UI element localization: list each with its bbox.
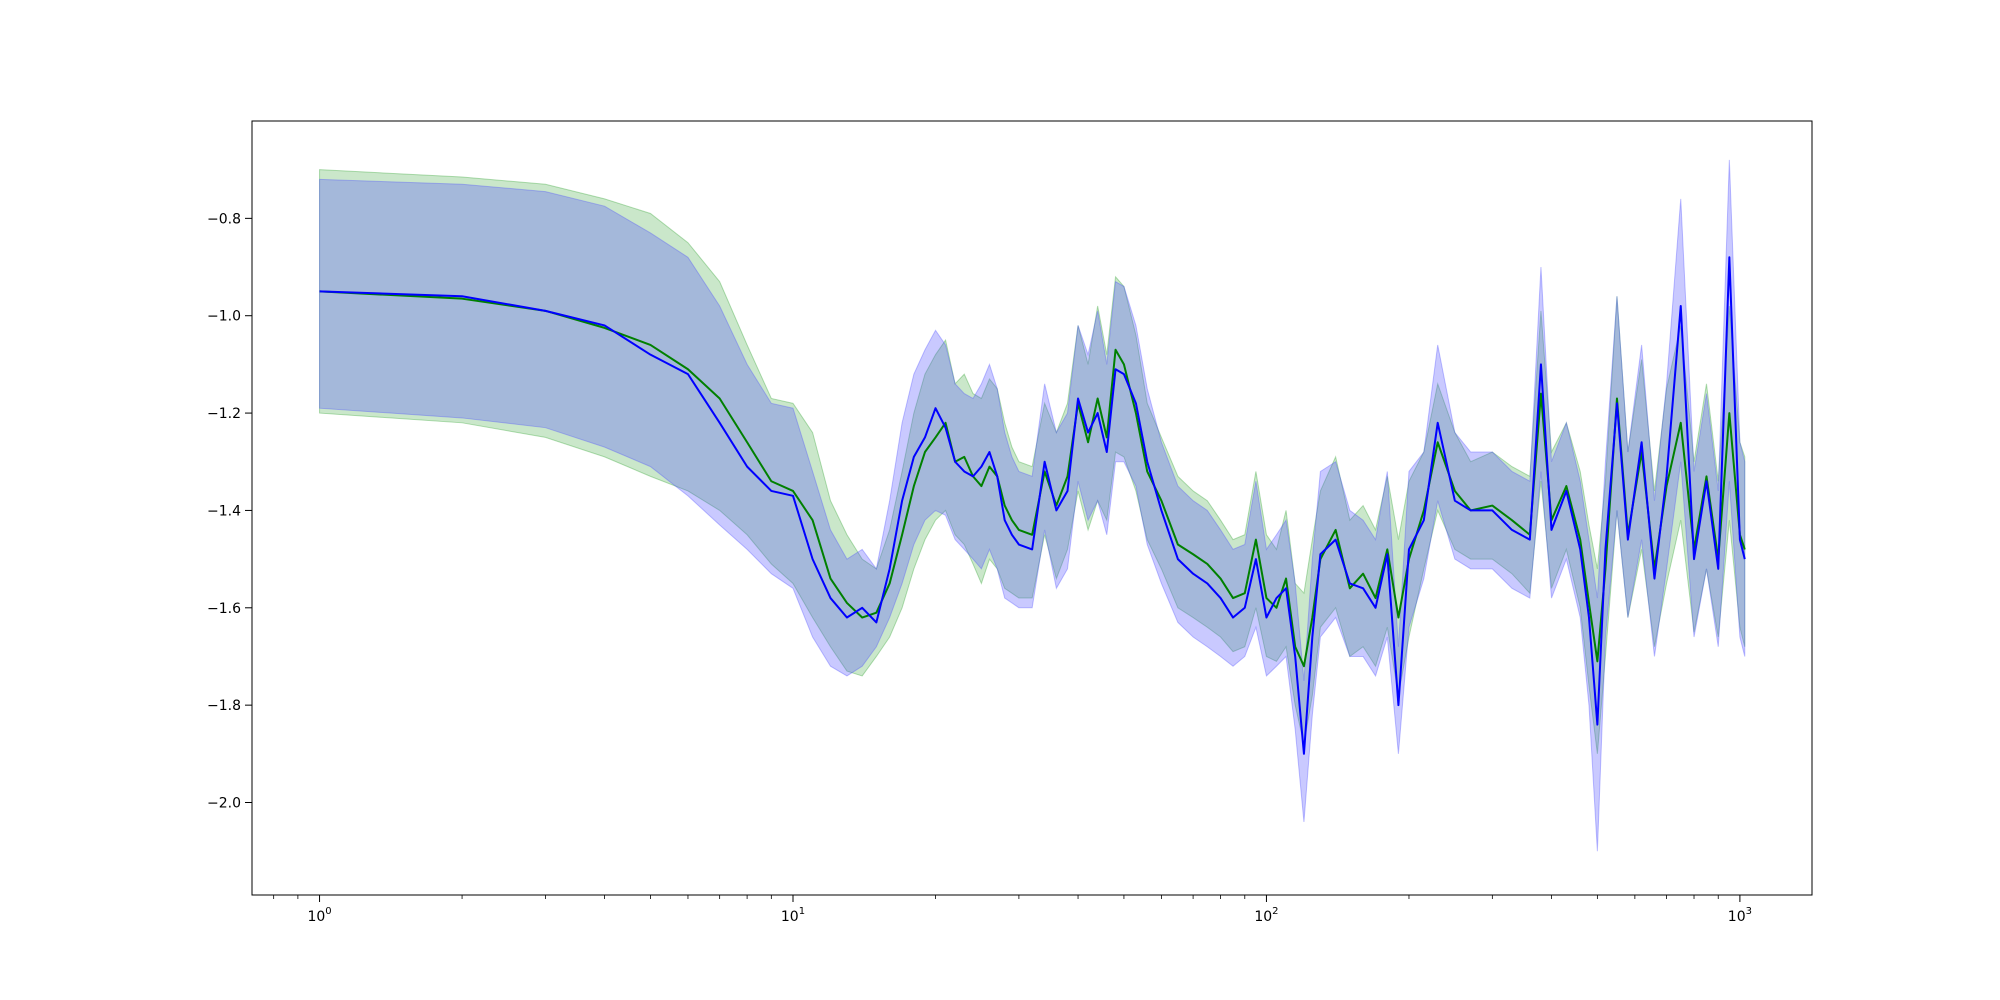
x-tick-label-2: 102 <box>1254 906 1278 925</box>
y-tick-label-0: −0.8 <box>207 211 241 227</box>
y-tick-label-5: −1.8 <box>207 698 241 714</box>
series-lines <box>319 256 1746 755</box>
y-tick-label-1: −1.0 <box>207 309 241 325</box>
x-axis: 100 101 102 103 <box>273 895 1752 925</box>
y-tick-label-4: −1.6 <box>207 601 241 617</box>
x-tick-label-3: 103 <box>1728 906 1752 925</box>
series-1-line <box>319 290 1746 668</box>
confidence-bands <box>319 159 1746 852</box>
y-tick-label-6: −2.0 <box>207 796 241 812</box>
y-axis: −0.8 −1.0 −1.2 −1.4 −1.6 −1.8 −2.0 <box>207 211 252 812</box>
x-tick-label-1: 101 <box>781 906 805 925</box>
series-2-line <box>319 256 1746 755</box>
plot-frame <box>251 120 1813 896</box>
series-1-band <box>319 169 1746 754</box>
x-tick-label-0: 100 <box>307 906 331 925</box>
y-tick-label-3: −1.4 <box>207 503 241 519</box>
series-2-band <box>319 159 1746 852</box>
y-tick-label-2: −1.2 <box>207 406 241 422</box>
